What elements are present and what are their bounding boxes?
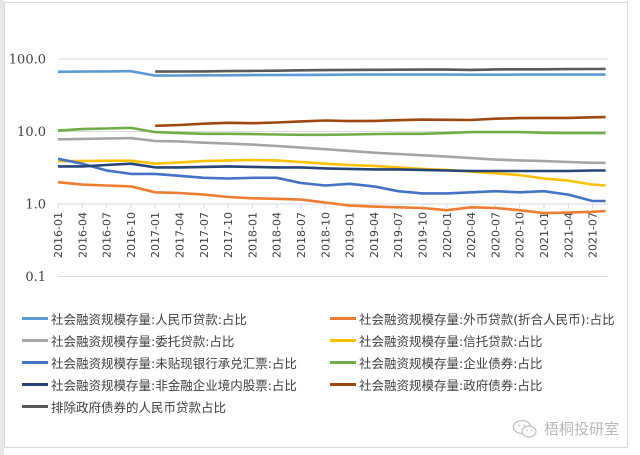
series-line-2 — [57, 136, 606, 165]
line-chart-plot: 100.010.01.00.1 2016-01 2016-04 2016-07 201… — [9, 53, 608, 286]
svg-text:2018-01: 2018-01 — [246, 212, 259, 258]
series-line-0 — [57, 69, 606, 77]
svg-text:2019-04: 2019-04 — [368, 212, 381, 258]
svg-text:0.1: 0.1 — [25, 270, 46, 285]
legend-label: 社会融资规模存量:非金融企业境内股票:占比 — [51, 377, 297, 393]
legend-swatch — [22, 360, 48, 364]
series-line-3 — [58, 158, 606, 187]
legend-swatch — [22, 316, 48, 320]
legend-item-corporate-bonds: 社会融资规模存量:企业债券:占比 — [330, 352, 542, 372]
legend-item-equity: 社会融资规模存量:非金融企业境内股票:占比 — [22, 374, 297, 394]
svg-text:2016-04: 2016-04 — [76, 212, 89, 258]
legend-item-bankers-acceptance: 社会融资规模存量:未贴现银行承兑汇票:占比 — [22, 352, 297, 372]
legend-label: 社会融资规模存量:信托贷款:占比 — [359, 333, 543, 349]
svg-text:2019-01: 2019-01 — [344, 212, 357, 258]
svg-text:100.0: 100.0 — [9, 53, 46, 68]
svg-text:2017-10: 2017-10 — [222, 212, 235, 258]
legend-swatch — [330, 316, 356, 320]
chart-frame — [4, 2, 628, 448]
svg-text:2020-04: 2020-04 — [465, 212, 478, 258]
svg-text:2016-10: 2016-10 — [125, 212, 138, 258]
legend-label: 社会融资规模存量:企业债券:占比 — [359, 355, 543, 371]
svg-text:2016-07: 2016-07 — [101, 212, 114, 258]
legend-item-rmb-loans-ex-gov-bonds: 排除政府债券的人民币贷款占比 — [22, 396, 226, 416]
legend-label: 排除政府债券的人民币贷款占比 — [51, 399, 227, 415]
series-line-4 — [57, 157, 606, 203]
series-line-6 — [58, 162, 606, 173]
svg-text:2020-10: 2020-10 — [514, 212, 527, 258]
svg-text:2017-01: 2017-01 — [149, 212, 162, 258]
legend-swatch — [330, 338, 356, 342]
legend-swatch — [330, 382, 356, 386]
svg-text:1.0: 1.0 — [25, 198, 46, 213]
svg-text:2017-04: 2017-04 — [174, 212, 187, 258]
svg-text:2019-07: 2019-07 — [392, 212, 405, 258]
series-line-1 — [57, 180, 606, 215]
svg-text:2021-04: 2021-04 — [562, 212, 575, 258]
series-line-8 — [155, 67, 606, 73]
watermark-text: 梧桐投研室 — [544, 420, 620, 438]
legend-item-government-bonds: 社会融资规模存量:政府债券:占比 — [330, 374, 542, 394]
legend-label: 社会融资规模存量:人民币贷款:占比 — [51, 311, 247, 327]
legend-swatch — [22, 404, 48, 408]
legend-swatch — [330, 360, 356, 364]
legend-label: 社会融资规模存量:未贴现银行承兑汇票:占比 — [51, 355, 297, 371]
svg-text:2018-04: 2018-04 — [271, 212, 284, 258]
legend-label: 社会融资规模存量:外币贷款(折合人民币):占比 — [359, 311, 615, 327]
legend-item-rmb-loans: 社会融资规模存量:人民币贷款:占比 — [22, 308, 247, 328]
legend-label: 社会融资规模存量:政府债券:占比 — [359, 377, 543, 393]
legend-swatch — [22, 382, 48, 386]
legend-item-entrusted-loans: 社会融资规模存量:委托贷款:占比 — [22, 330, 234, 350]
watermark: 梧桐投研室 — [512, 418, 619, 439]
x-axis: 2016-01 2016-04 2016-07 2016-10 2017-01 2017-… — [52, 203, 608, 258]
legend-item-trust-loans: 社会融资规模存量:信托贷款:占比 — [330, 330, 542, 350]
svg-text:2017-07: 2017-07 — [198, 212, 211, 258]
svg-text:10.0: 10.0 — [17, 125, 46, 140]
svg-text:2018-10: 2018-10 — [319, 212, 332, 258]
series-line-7 — [155, 115, 606, 128]
wechat-icon — [512, 419, 537, 438]
series-line-5 — [57, 126, 606, 137]
svg-text:2020-01: 2020-01 — [441, 212, 454, 258]
svg-text:2016-01: 2016-01 — [52, 212, 65, 258]
series-lines — [57, 67, 606, 215]
svg-text:2021-01: 2021-01 — [538, 212, 551, 258]
svg-text:2020-07: 2020-07 — [489, 212, 502, 258]
legend-label: 社会融资规模存量:委托贷款:占比 — [51, 333, 235, 349]
svg-text:2019-10: 2019-10 — [417, 212, 430, 258]
svg-text:2021-07: 2021-07 — [587, 212, 600, 258]
legend-item-foreign-loans: 社会融资规模存量:外币贷款(折合人民币):占比 — [330, 308, 615, 328]
legend-swatch — [22, 338, 48, 342]
y-axis-ticks: 100.0 10.0 1.0 0.1 — [9, 53, 46, 286]
svg-text:2018-07: 2018-07 — [295, 212, 308, 258]
left-border — [0, 0, 4, 455]
